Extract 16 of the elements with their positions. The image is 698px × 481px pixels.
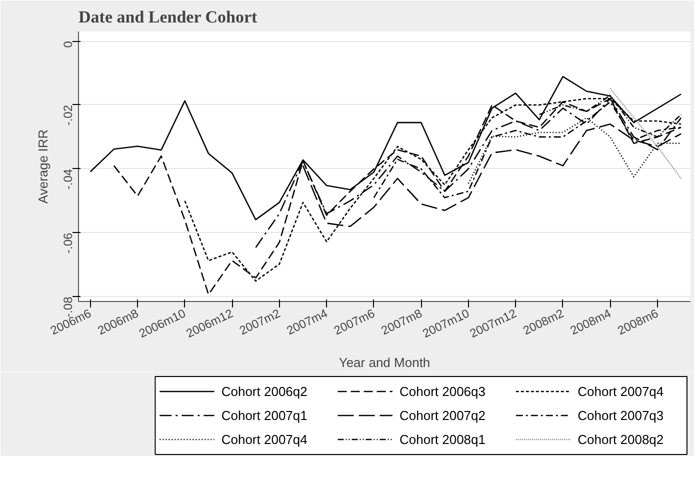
legend-label: Cohort 2006q2 — [221, 384, 308, 399]
legend-label: Cohort 2007q4 — [578, 384, 664, 399]
y-tick-label: -.06 — [61, 232, 75, 254]
y-tick-label: 0 — [61, 40, 75, 48]
y-axis-title: Average IRR — [36, 129, 50, 204]
x-axis-title: Year and Month — [338, 354, 430, 370]
legend-label: Cohort 2008q1 — [399, 432, 486, 447]
legend-label: Cohort 2007q2 — [399, 408, 486, 423]
legend-label: Cohort 2007q4 — [221, 432, 308, 447]
legend-label: Cohort 2006q3 — [399, 384, 486, 399]
y-tick-label: -.04 — [61, 168, 75, 190]
legend-label: Cohort 2007q1 — [221, 408, 308, 423]
legend-label: Cohort 2007q3 — [578, 408, 664, 423]
y-tick-label: -.02 — [61, 104, 75, 126]
chart-title: Date and Lender Cohort — [78, 8, 258, 26]
legend-label: Cohort 2008q2 — [578, 432, 664, 447]
